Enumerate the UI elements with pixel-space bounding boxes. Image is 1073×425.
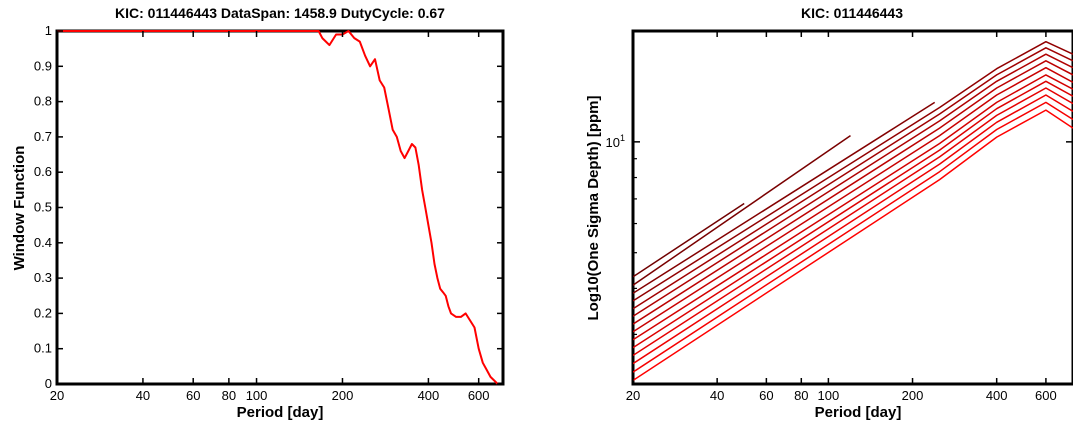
x-tick-label: 400 [986, 388, 1008, 403]
y-tick-label: 1 [45, 23, 52, 38]
x-tick-label: 40 [136, 388, 150, 403]
chart-title-window-function: KIC: 011446443 DataSpan: 1458.9 DutyCycl… [115, 5, 445, 21]
x-tick-label: 600 [468, 388, 490, 403]
y-tick-label: 0.9 [34, 58, 52, 73]
x-tick-label: 60 [186, 388, 200, 403]
sigma-depth-line-12 [633, 101, 936, 294]
y-tick-label: 0.8 [34, 94, 52, 109]
x-tick-label: 400 [418, 388, 440, 403]
y-tick-label: 0.3 [34, 270, 52, 285]
sigma-depth-line-11 [633, 40, 1073, 302]
sigma-depth-line-14 [633, 202, 745, 278]
sigma-depth-line-13 [633, 134, 851, 286]
x-tick-label: 40 [710, 388, 724, 403]
sigma-depth-line-5 [633, 80, 1073, 349]
window-function-line [57, 30, 499, 385]
sigma-depth-chart: KIC: 011446443 20 40 60 80 100 200 400 600 101 P… [585, 5, 1073, 421]
x-tick-label: 80 [222, 388, 236, 403]
x-axis-label-window-function: Period [day] [237, 404, 324, 421]
sigma-depth-line-6 [633, 74, 1073, 341]
x-tick-label: 20 [50, 388, 64, 403]
y-tick-label: 101 [606, 133, 625, 150]
y-tick-label: 0.6 [34, 164, 52, 179]
x-tick-label: 60 [759, 388, 773, 403]
sigma-depth-line-10 [633, 47, 1073, 310]
x-tick-label: 600 [1035, 388, 1057, 403]
plot-area-sigma-depth: 20 40 60 80 100 200 400 600 101 [606, 30, 1073, 403]
series-group [633, 40, 1073, 382]
window-function-chart: KIC: 011446443 DataSpan: 1458.9 DutyCycl… [11, 5, 505, 421]
y-tick-label: 0.5 [34, 200, 52, 215]
sigma-depth-line-7 [633, 66, 1073, 333]
y-tick-label: 0.1 [34, 341, 52, 356]
sigma-depth-line-4 [633, 87, 1073, 357]
plot-frame-window-function [55, 29, 505, 386]
y-axis-label-window-function: Window Function [11, 146, 28, 271]
y-tick-label: 0.2 [34, 305, 52, 320]
x-axis-label-sigma-depth: Period [day] [815, 404, 902, 421]
x-tick-label: 100 [246, 388, 268, 403]
plot-frame-sigma-depth [631, 29, 1073, 386]
plot-area-window-function: 20 40 60 80 100 200 400 600 0 0.1 0.2 0.3 0.4 0.5 0.6 0… [34, 23, 503, 403]
x-tick-label: 200 [902, 388, 924, 403]
y-tick-label: 0.4 [34, 235, 52, 250]
y-tick-label: 0 [45, 376, 52, 391]
x-tick-label: 20 [626, 388, 640, 403]
y-tick-label: 0.7 [34, 129, 52, 144]
sigma-depth-line-9 [633, 53, 1073, 317]
chart-title-sigma-depth: KIC: 011446443 [801, 5, 903, 21]
y-axis-label-sigma-depth: Log10(One Sigma Depth) [ppm] [585, 95, 602, 320]
sigma-depth-line-3 [633, 94, 1073, 365]
x-tick-label: 200 [332, 388, 354, 403]
sigma-depth-line-2 [633, 101, 1073, 373]
sigma-depth-line-8 [633, 60, 1073, 325]
x-tick-label: 80 [794, 388, 808, 403]
sigma-depth-line-1 [633, 109, 1073, 382]
x-tick-label: 100 [818, 388, 840, 403]
